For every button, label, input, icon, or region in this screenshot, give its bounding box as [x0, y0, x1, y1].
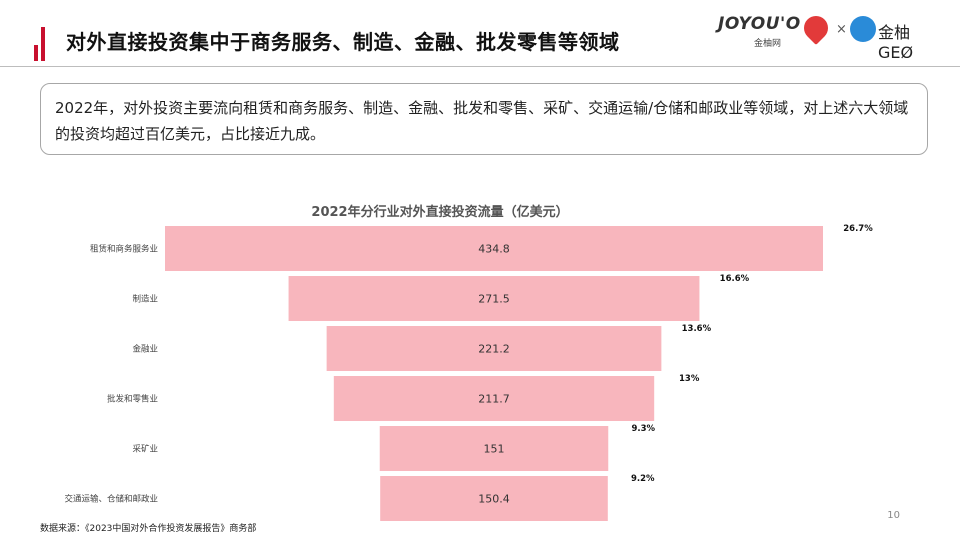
category-label: 制造业: [132, 294, 158, 305]
share-label: 9.3%: [631, 424, 655, 434]
summary-box: 2022年，对外投资主要流向租赁和商务服务、制造、金融、批发和零售、采矿、交通运…: [40, 83, 928, 155]
chart-title: 2022年分行业对外直接投资流量（亿美元）: [311, 205, 569, 220]
funnel-bar: [380, 476, 608, 521]
category-label: 租赁和商务服务业: [90, 244, 158, 255]
funnel-bar: [326, 326, 662, 371]
joyowo-logo: JOYOU'O: [718, 14, 801, 34]
category-label: 金融业: [132, 344, 158, 355]
funnel-bar: [288, 276, 700, 321]
title-accent-bars: [34, 27, 54, 61]
funnel-bar: [165, 226, 823, 271]
bar-value-label: 211.7: [478, 393, 510, 406]
funnel-bar: [379, 426, 609, 471]
share-label: 26.7%: [843, 224, 873, 234]
page-number: 10: [887, 510, 900, 521]
share-label: 13.6%: [682, 324, 712, 334]
brand-logos: JOYOU'O 金柚网 × 金柚GEØ: [698, 10, 938, 62]
share-label: 13%: [679, 374, 700, 384]
header-divider: [0, 66, 960, 67]
bar-value-label: 434.8: [478, 243, 510, 256]
bar-value-label: 221.2: [478, 343, 510, 356]
logo-separator: ×: [836, 22, 847, 37]
page-title: 对外直接投资集中于商务服务、制造、金融、批发零售等领域: [66, 30, 620, 54]
bar-value-label: 150.4: [478, 493, 510, 506]
category-label: 交通运输、仓储和邮政业: [64, 494, 158, 505]
category-label: 批发和零售业: [107, 394, 158, 405]
joyowo-logo-subtitle: 金柚网: [754, 39, 782, 49]
geo-logo-icon: [850, 16, 876, 42]
funnel-bar: [333, 376, 655, 421]
bar-value-label: 151: [484, 443, 505, 456]
share-label: 9.2%: [631, 474, 655, 484]
geo-logo: 金柚GEØ: [878, 23, 914, 62]
data-source: 数据来源：《2023中国对外合作投资发展报告》商务部: [40, 524, 257, 534]
category-label: 采矿业: [132, 444, 158, 455]
bar-value-label: 271.5: [478, 293, 510, 306]
share-label: 16.6%: [720, 274, 750, 284]
summary-text: 2022年，对外投资主要流向租赁和商务服务、制造、金融、批发和零售、采矿、交通运…: [55, 99, 909, 143]
